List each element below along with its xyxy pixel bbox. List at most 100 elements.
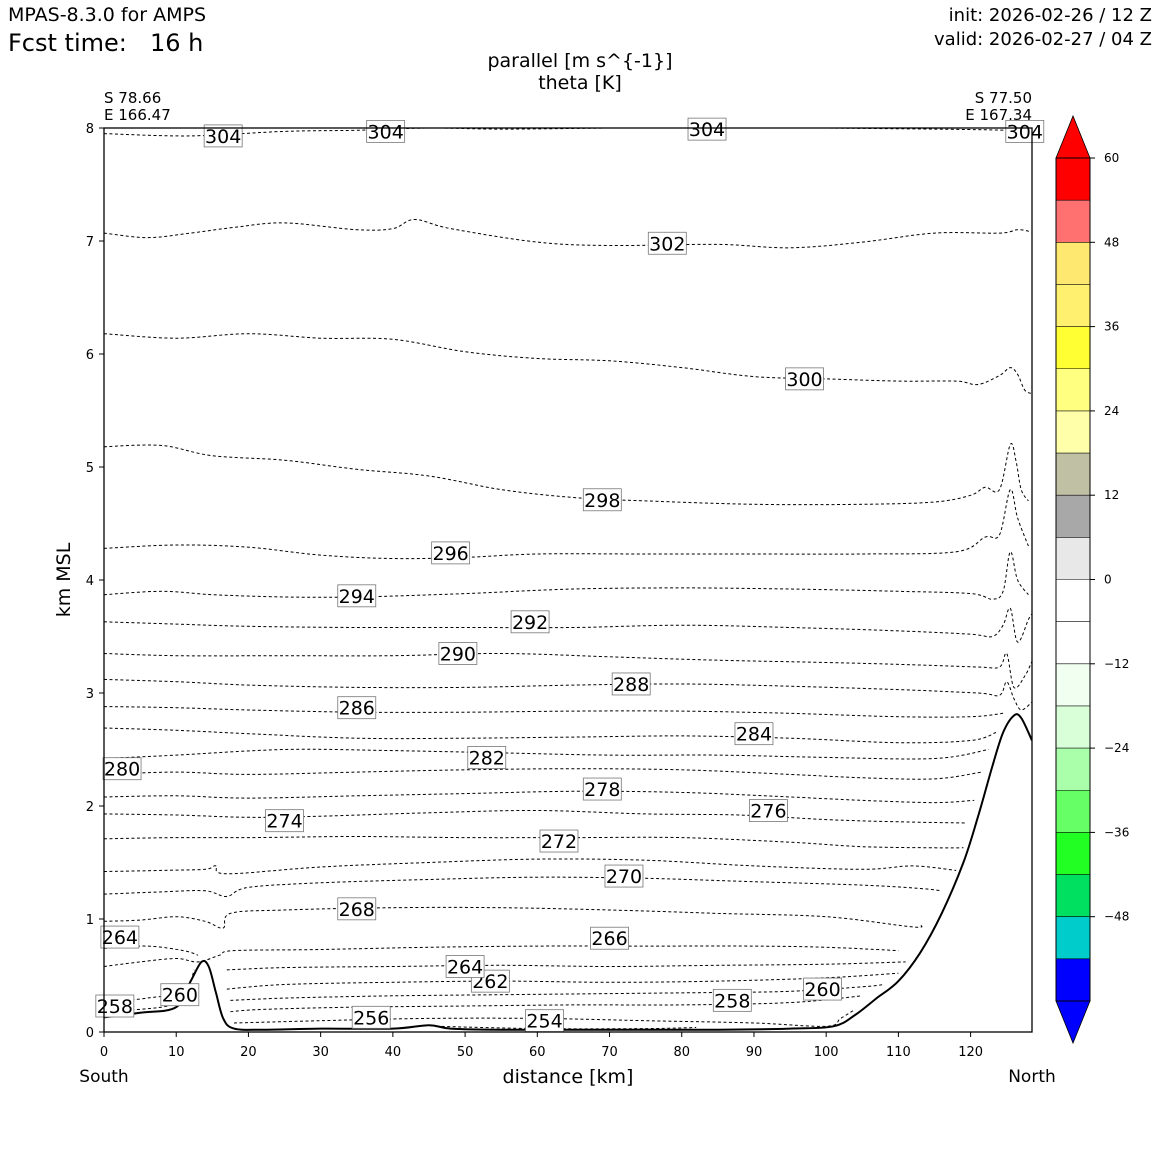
contour-label-box [510,610,550,634]
contour-label-text: 288 [613,674,649,696]
forecast-time-value: 16 h [150,29,204,57]
theta-contour-288 [104,678,1032,711]
contour-label-258: 258 [95,994,135,1018]
contour-label-302: 302 [647,231,687,255]
contour-label-box [337,897,377,921]
contour-label-text: 276 [750,801,786,823]
colorbar-segment [1056,832,1090,875]
colorbar-segment [1056,621,1090,664]
theta-contour-286 [104,706,1004,718]
left-lat-label: S 78.66 [104,89,161,107]
contour-label-278: 278 [582,777,622,801]
theta-contour-270 [104,876,942,897]
x-tick-label: 40 [385,1045,402,1060]
contour-label-text: 302 [649,233,685,255]
contour-label-text: 304 [205,126,241,148]
theta-contour-272 [104,858,957,875]
contour-label-box [431,541,471,565]
contour-label-box [734,722,774,746]
contour-label-260: 260 [803,977,842,1001]
contour-label-text: 266 [591,928,627,950]
forecast-time-label: Fcst time: [8,29,127,57]
contour-label-304: 304 [687,117,727,141]
colorbar-segment [1056,663,1090,706]
theta-contour-256 [233,1008,856,1027]
contour-label-box [160,983,200,1007]
contour-label-264: 264 [100,925,140,949]
colorbar-segment [1056,284,1090,327]
x-tick-label: 70 [601,1045,618,1060]
contour-label-box [95,994,135,1018]
contour-label-296: 296 [431,541,471,565]
y-tick-label: 1 [86,913,94,928]
theta-contour-302 [104,218,1032,249]
contour-label-text: 260 [804,979,840,1001]
x-tick-label: 110 [886,1045,911,1060]
contour-label-272: 272 [539,829,579,853]
theta-contour-298 [104,442,1029,506]
contour-label-box [604,864,644,888]
contour-label-box [1005,119,1045,143]
colorbar-segment [1056,200,1090,243]
colorbar-segment [1056,748,1090,791]
contour-label-text: 254 [526,1011,562,1033]
contour-label-256: 256 [351,1005,391,1029]
contour-label-text: 274 [266,811,302,833]
contour-label-box [582,777,622,801]
x-tick-label: 30 [312,1045,329,1060]
colorbar-segment [1056,368,1090,411]
contour-label-text: 270 [606,866,642,888]
contour-label-290: 290 [438,642,478,665]
init-time: init: 2026-02-26 / 12 Z [948,5,1152,26]
contour-label-276: 276 [749,799,788,823]
colorbar-segment [1056,705,1090,749]
contour-label-282: 282 [467,746,507,769]
contour-label-box [265,809,304,833]
contour-label-box [803,977,842,1001]
contour-label-text: 272 [541,831,577,853]
colorbar-segment [1056,326,1090,369]
contour-label-260: 260 [160,983,200,1007]
model-name: MPAS-8.3.0 for AMPS [8,4,207,26]
contour-label-254: 254 [525,1009,564,1033]
x-tick-label: 100 [814,1045,839,1060]
contour-label-box [539,829,579,853]
contour-label-text: 258 [97,996,133,1018]
contour-label-box [445,955,485,978]
contour-label-text: 286 [339,698,375,720]
theta-contour-282 [104,748,989,760]
contour-label-box [438,642,478,665]
theta-contour-296 [104,489,1029,560]
contour-label-text: 296 [433,543,469,565]
x-tick-label: 20 [240,1045,257,1060]
contour-label-text: 258 [714,990,750,1012]
colorbar-over-triangle [1055,114,1091,159]
colorbar-tick-label: 36 [1104,320,1119,334]
theta-contour-294 [104,551,1029,600]
contour-label-292: 292 [510,610,550,634]
theta-contour-258 [230,995,863,1013]
y-tick-label: 0 [86,1026,94,1041]
contour-label-266: 266 [590,926,629,950]
colorbar-tick-label: 12 [1104,488,1119,502]
contour-label-284: 284 [734,722,774,746]
contour-label-box [337,584,377,608]
theta-contours [104,128,1032,1030]
theta-contour-292 [104,607,1032,643]
colorbar-segment [1056,579,1090,622]
contour-label-268: 268 [337,897,377,921]
contour-label-text: 278 [584,779,620,801]
y-tick-label: 2 [86,800,94,815]
contour-label-box [100,925,140,949]
contour-label-box [337,696,377,720]
theta-contour-280 [104,768,982,780]
contour-label-box [712,988,752,1012]
colorbar-tick-label: −36 [1104,825,1129,839]
contour-label-text: 292 [512,612,548,634]
colorbar-tick-label: 24 [1104,404,1119,418]
left-lon-label: E 166.47 [104,106,171,124]
contour-label-box [749,799,788,822]
contour-label-text: 294 [339,586,375,608]
